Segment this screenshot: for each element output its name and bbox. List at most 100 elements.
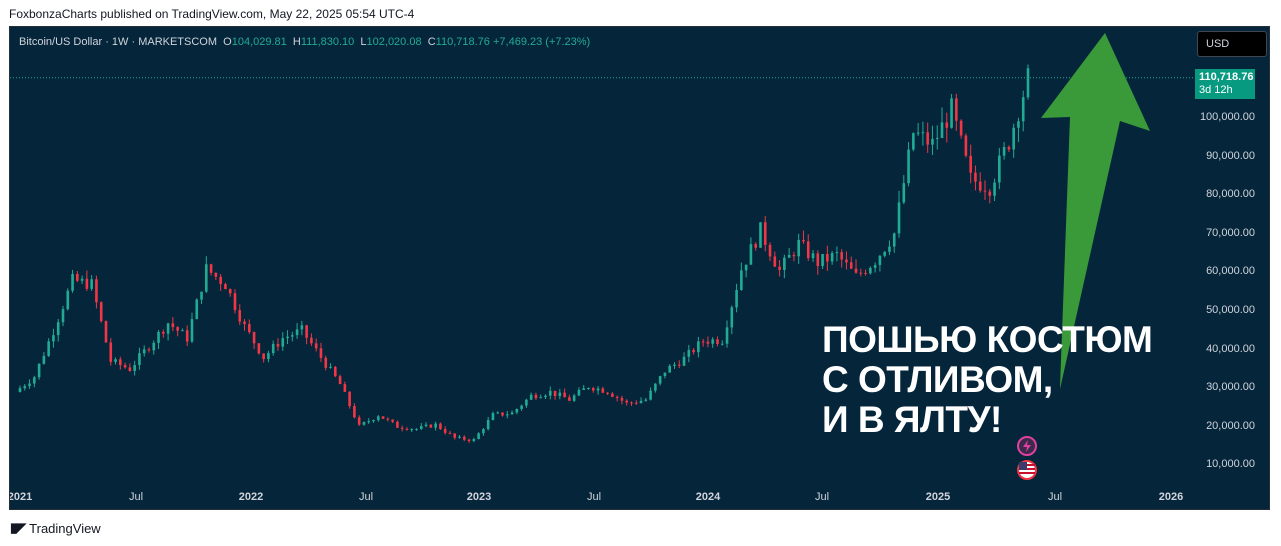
- candle-body: [878, 255, 882, 265]
- last-price-tag: 110,718.76 3d 12h: [1195, 69, 1255, 99]
- candle-body: [730, 307, 734, 328]
- candle-body: [104, 321, 108, 343]
- candle-body: [697, 341, 700, 353]
- candle-body: [682, 356, 686, 366]
- candle-body: [630, 402, 633, 404]
- candle-body: [453, 433, 457, 438]
- candle-body: [811, 253, 815, 259]
- tradingview-logo[interactable]: ▮◤ TradingView: [10, 520, 101, 536]
- candle-body: [677, 364, 681, 366]
- candle-body: [568, 397, 571, 401]
- candle-body: [835, 252, 839, 254]
- candle-body: [415, 428, 418, 430]
- candle-body: [171, 323, 175, 328]
- candle-body: [443, 429, 447, 433]
- candle-body: [649, 390, 652, 400]
- candle-body: [706, 341, 710, 344]
- candle-body: [654, 383, 657, 391]
- candle-body: [888, 246, 891, 252]
- candle-body: [439, 423, 442, 430]
- candle-body: [376, 416, 380, 421]
- candle-body: [28, 383, 31, 387]
- candle-body: [195, 299, 199, 320]
- meme-caption: ПОШЬЮ КОСТЮМ С ОТЛИВОМ, И В ЯЛТУ!: [822, 320, 1153, 440]
- candle-body: [1007, 146, 1011, 150]
- candle-body: [959, 120, 963, 136]
- candle-body: [940, 122, 944, 139]
- candle-body: [1017, 121, 1020, 128]
- candle-body: [763, 222, 767, 245]
- candle-body: [123, 365, 127, 368]
- candle-body: [892, 233, 896, 247]
- candle-body: [85, 278, 89, 289]
- currency-button[interactable]: USD: [1197, 31, 1267, 57]
- candle-body: [558, 392, 562, 397]
- candle-body: [907, 149, 910, 184]
- candle-body: [950, 98, 953, 128]
- candle-body: [501, 412, 504, 416]
- x-tick-label: 2021: [9, 491, 33, 503]
- candle-body: [372, 420, 375, 422]
- x-tick-label: Jul: [128, 491, 144, 503]
- x-tick-label: 2026: [1158, 491, 1184, 503]
- candle-body: [491, 413, 495, 421]
- candle-body: [620, 397, 624, 401]
- candle-body: [735, 289, 738, 308]
- candle-body: [505, 414, 509, 416]
- candle-body: [668, 365, 672, 373]
- candle-body: [606, 392, 609, 394]
- caption-line: И В ЯЛТУ!: [822, 399, 1002, 440]
- candle-body: [396, 421, 399, 428]
- candle-body: [99, 302, 103, 322]
- candle-body: [128, 367, 132, 372]
- symbol-legend: Bitcoin/US Dollar · 1W · MARKETSCOM O104…: [19, 36, 590, 48]
- candle-body: [42, 355, 46, 364]
- candle-body: [931, 138, 934, 145]
- candle-body: [744, 264, 748, 271]
- candle-body: [419, 426, 423, 429]
- candle-body: [176, 327, 179, 331]
- open-value: 104,029.81: [231, 36, 287, 48]
- candle-body: [324, 357, 328, 368]
- lightning-event-icon[interactable]: [1017, 436, 1037, 456]
- candle-body: [1012, 127, 1015, 150]
- publication-info: FoxbonzaCharts published on TradingView.…: [9, 7, 415, 21]
- candle-body: [754, 244, 757, 248]
- candle-body: [243, 321, 246, 325]
- us-flag-event-icon[interactable]: [1017, 460, 1037, 480]
- chart-pane[interactable]: Bitcoin/US Dollar · 1W · MARKETSCOM O104…: [9, 26, 1270, 510]
- candle-body: [529, 394, 533, 400]
- up-arrow-drawing: [1041, 33, 1150, 389]
- candle-body: [673, 364, 676, 366]
- candle-body: [61, 309, 65, 323]
- candle-body: [830, 253, 834, 262]
- candle-body: [582, 388, 586, 390]
- candle-body: [663, 372, 667, 377]
- candle-body: [224, 284, 227, 290]
- symbol-title[interactable]: Bitcoin/US Dollar · 1W · MARKETSCOM: [19, 36, 218, 48]
- candle-body: [548, 390, 552, 396]
- y-tick-label: 10,000.00: [1206, 458, 1255, 470]
- candle-body: [634, 402, 638, 404]
- candle-body: [534, 394, 538, 399]
- candle-body: [429, 424, 433, 428]
- candle-body: [348, 391, 351, 407]
- last-price-value: 110,718.76: [1199, 71, 1254, 83]
- candle-body: [912, 133, 915, 150]
- candle-body: [185, 330, 189, 342]
- candle-body: [291, 335, 294, 337]
- x-tick-label: 2023: [466, 491, 492, 503]
- candle-body: [138, 353, 141, 366]
- candlestick-chart[interactable]: [10, 27, 1270, 510]
- candle-body: [300, 325, 304, 330]
- candle-body: [200, 291, 203, 300]
- candle-body: [773, 256, 777, 267]
- candle-body: [338, 376, 342, 385]
- candle-body: [329, 366, 332, 368]
- candle-body: [849, 262, 853, 269]
- candle-body: [883, 251, 886, 256]
- candle-body: [515, 408, 519, 413]
- candle-body: [778, 266, 781, 270]
- candle-body: [353, 406, 356, 418]
- y-tick-label: 50,000.00: [1206, 304, 1255, 316]
